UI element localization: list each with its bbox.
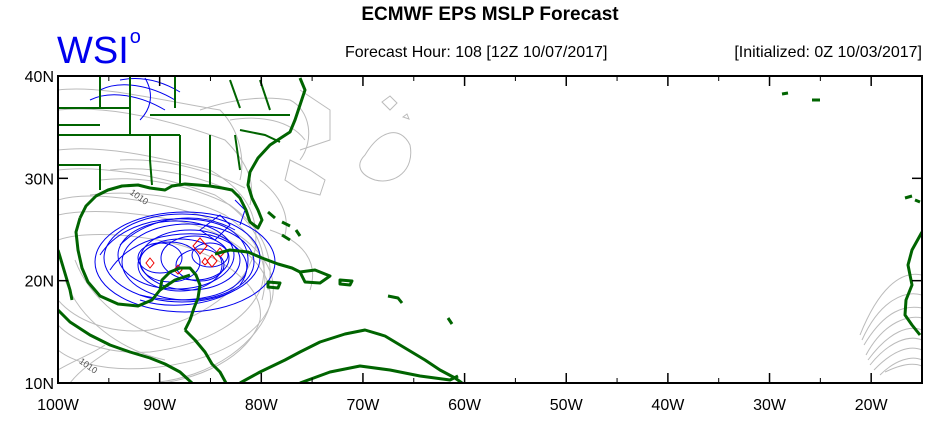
logo-text: WSI xyxy=(57,30,129,72)
initialized-label: [Initialized: 0Z 10/03/2017] xyxy=(734,44,922,61)
lon-tick-label: 50W xyxy=(550,397,584,414)
ensemble-isobars xyxy=(58,88,922,383)
wsi-logo: WSIo xyxy=(57,26,141,73)
lon-tick-label: 20W xyxy=(855,397,889,414)
forecast-hour-label: Forecast Hour: 108 [12Z 10/07/2017] xyxy=(345,44,608,61)
lon-tick-label: 90W xyxy=(143,397,177,414)
lat-tick-label: 30N xyxy=(25,171,54,188)
lon-tick-label: 80W xyxy=(245,397,279,414)
state-borders xyxy=(58,76,290,190)
lon-tick-label: 60W xyxy=(448,397,482,414)
lon-tick-label: 70W xyxy=(346,397,380,414)
lon-tick-label: 40W xyxy=(651,397,685,414)
map-plot-area: 1010 1010 xyxy=(58,76,922,383)
lat-tick-label: 20N xyxy=(25,274,54,291)
lon-tick-label: 30W xyxy=(753,397,787,414)
map-frame xyxy=(57,75,923,384)
lat-tick-label: 10N xyxy=(25,376,54,393)
lon-tick-label: 100W xyxy=(37,397,80,414)
logo-mark: o xyxy=(129,26,141,49)
chart-title: ECMWF EPS MSLP Forecast xyxy=(361,4,619,25)
contour-label: 1010 xyxy=(128,187,150,207)
contour-label: 1010 xyxy=(77,356,99,376)
lat-tick-label: 40N xyxy=(25,69,54,86)
coastlines xyxy=(58,77,922,383)
